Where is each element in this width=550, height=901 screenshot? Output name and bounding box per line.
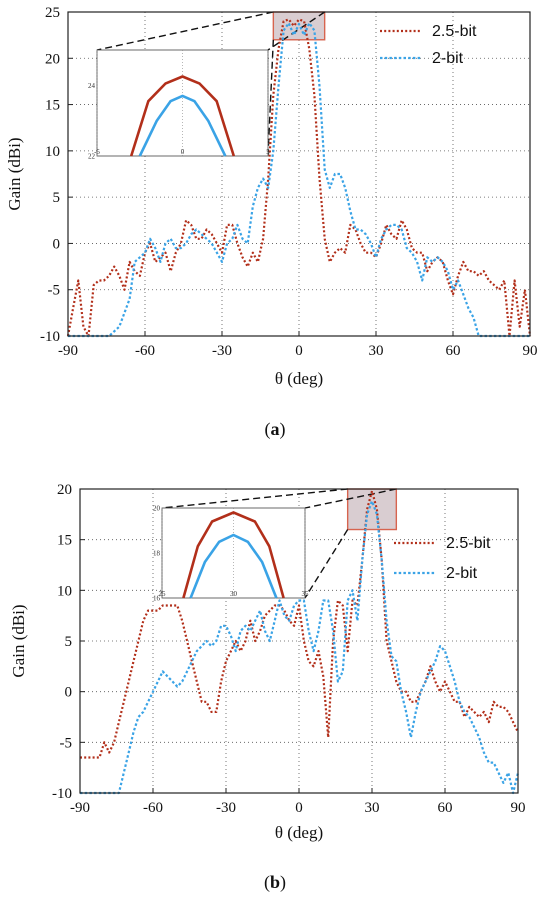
x-tick-label: -30 <box>216 800 236 816</box>
panel-a-y-axis-label: Gain (dBi) <box>5 137 24 210</box>
panel-a-series <box>66 18 532 338</box>
x-tick-label: -60 <box>143 800 163 816</box>
x-tick-label: 90 <box>511 800 526 816</box>
y-tick-label: 20 <box>57 482 72 498</box>
panel-a-chart: -90 -60 -30 0 30 60 90 -10 -5 0 5 10 15 20 25 -5 0 5 22 24… <box>5 5 538 440</box>
y-tick-label: -10 <box>52 786 72 802</box>
panel-a-legend: 2.5-bit 2-bit <box>380 23 477 67</box>
zoom-connector-right <box>304 488 397 509</box>
inset-series-line-2.5-bit <box>129 75 236 157</box>
panel-a-zoom-box <box>272 11 326 41</box>
inset-x-tick-label: 30 <box>230 590 238 598</box>
inset-x-tick-label: 0 <box>181 148 185 156</box>
x-tick-label: 0 <box>295 343 303 359</box>
y-tick-label: 5 <box>53 190 61 206</box>
inset-x-tick-label: 25 <box>159 590 167 598</box>
zoom-connector-right <box>267 11 326 51</box>
series-line-2.5-bit <box>66 18 532 338</box>
panel-b-zoom-connector-lines <box>161 488 397 599</box>
inset-x-tick-label: 5 <box>266 148 270 156</box>
zoom-connector-bottom <box>304 529 349 599</box>
panel-a-inset: -5 0 5 22 24 <box>88 49 270 161</box>
panel-b-legend: 2.5-bit 2-bit <box>394 535 491 582</box>
panel-a-zoom-connector-lines <box>96 11 326 157</box>
inset-series-line-2-bit <box>138 94 227 157</box>
inset-y-tick-label: 20 <box>153 505 161 513</box>
y-tick-label: 0 <box>53 236 61 252</box>
panel-b-tick-labels: -90 -60 -30 0 30 60 90 -10 -5 0 5 10 15 20 <box>52 482 526 816</box>
y-tick-label: 0 <box>65 685 73 701</box>
series-line-2-bit <box>80 500 520 795</box>
x-tick-label: -60 <box>135 343 155 359</box>
y-tick-label: 10 <box>57 583 72 599</box>
y-tick-label: -5 <box>60 735 73 751</box>
series-line-2-bit <box>68 22 530 338</box>
panel-b-caption: (b) <box>264 872 286 893</box>
x-tick-label: 60 <box>438 800 453 816</box>
inset-x-tick-label: 35 <box>302 590 310 598</box>
x-tick-label: -30 <box>212 343 232 359</box>
panel-a-tick-labels: -90 -60 -30 0 30 60 90 -10 -5 0 5 10 15 20 25 <box>40 5 538 359</box>
panel-b-series <box>80 489 520 795</box>
zoom-connector-top <box>161 488 348 509</box>
x-tick-label: 90 <box>523 343 538 359</box>
y-tick-label: 5 <box>65 634 73 650</box>
x-tick-label: 30 <box>365 800 380 816</box>
inset-y-tick-label: 24 <box>88 82 96 90</box>
zoom-connector-top <box>96 11 274 51</box>
panel-a-caption: (a) <box>265 419 286 440</box>
panel-a-legend-label-2-bit: 2-bit <box>432 50 464 67</box>
inset-y-tick-label: 22 <box>88 153 96 161</box>
inset-y-tick-label: 16 <box>153 595 161 603</box>
y-tick-label: -5 <box>48 283 61 299</box>
x-tick-label: 30 <box>369 343 384 359</box>
inset-frame <box>96 49 269 157</box>
panel-b-inset: 25 30 35 16 18 20 <box>153 505 309 603</box>
zoom-connector-bottom <box>267 39 275 157</box>
panel-b-legend-label-2.5-bit: 2.5-bit <box>446 535 491 552</box>
y-tick-label: -10 <box>40 329 60 345</box>
x-tick-label: 0 <box>295 800 303 816</box>
panel-b-x-axis-label: θ (deg) <box>275 823 323 842</box>
x-tick-label: 60 <box>446 343 461 359</box>
y-tick-label: 10 <box>45 144 60 160</box>
inset-y-tick-label: 18 <box>153 550 161 558</box>
y-tick-label: 25 <box>45 5 60 21</box>
x-tick-label: -90 <box>70 800 90 816</box>
inset-x-tick-label: -5 <box>94 148 100 156</box>
x-tick-label: -90 <box>58 343 78 359</box>
panel-b-y-axis-label: Gain (dBi) <box>9 604 28 677</box>
panel-b-zoom-box <box>346 488 398 531</box>
y-tick-label: 20 <box>45 51 60 67</box>
series-line-2.5-bit <box>80 489 519 759</box>
panel-a-legend-label-2.5-bit: 2.5-bit <box>432 23 477 40</box>
y-tick-label: 15 <box>57 533 72 549</box>
panel-b-chart: -90 -60 -30 0 30 60 90 -10 -5 0 5 10 15 20 25 30 35 16 18… <box>9 482 526 893</box>
inset-series-line-2.5-bit <box>182 511 285 599</box>
y-tick-label: 15 <box>45 98 60 114</box>
panel-a-x-axis-label: θ (deg) <box>275 369 323 388</box>
panel-b-legend-label-2-bit: 2-bit <box>446 565 478 582</box>
inset-series-line-2-bit <box>189 533 278 599</box>
